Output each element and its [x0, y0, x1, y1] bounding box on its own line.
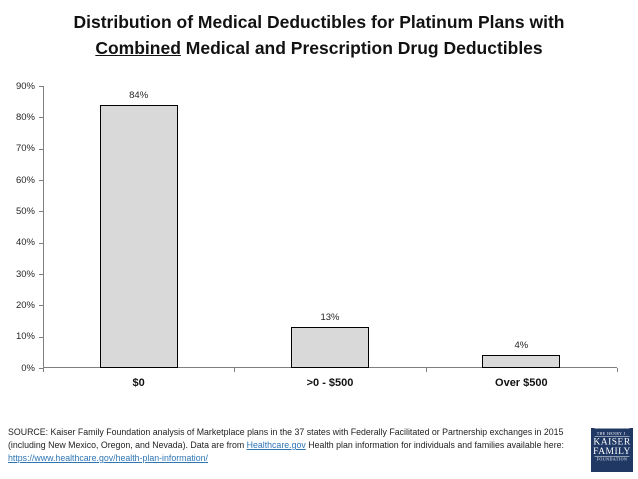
- x-axis-tick: [425, 368, 427, 372]
- plot-area: 0% 10% 20% 30% 40% 50% 60% 70% 80% 90% 84% $0 13% >0 …: [16, 81, 618, 389]
- y-axis-tick-label: 40%: [15, 237, 35, 249]
- y-axis-tick: [39, 148, 43, 150]
- health-plan-information-link[interactable]: https://www.healthcare.gov/health-plan-i…: [8, 453, 208, 463]
- logo-rule-bottom: [594, 456, 630, 457]
- x-category-label: Over $500: [495, 377, 548, 389]
- kff-logo: THE HENRY J. KAISER FAMILY FOUNDATION: [591, 428, 633, 472]
- logo-rule-top: [594, 428, 630, 429]
- logo-line-foundation: FOUNDATION: [596, 457, 628, 462]
- x-axis-tick: [234, 368, 236, 372]
- logo-line-family: FAMILY: [593, 446, 631, 457]
- y-axis-tick: [39, 86, 43, 87]
- bar: [99, 104, 178, 368]
- y-axis-tick: [39, 368, 43, 369]
- chart-title-underlined-word: Combined: [95, 38, 181, 58]
- chart-title: Distribution of Medical Deductibles for …: [0, 9, 638, 61]
- x-category-label: >0 - $500: [306, 377, 354, 389]
- y-axis-tick-label: 70%: [15, 143, 35, 155]
- source-line-2-text: (including New Mexico, Oregon, and Nevad…: [8, 440, 247, 450]
- x-axis-tick: [43, 368, 44, 372]
- bar-value-label: 4%: [514, 340, 529, 352]
- y-axis-tick: [39, 117, 43, 119]
- y-axis-tick-label: 80%: [15, 111, 35, 123]
- y-axis-tick-label: 30%: [15, 268, 35, 280]
- source-line-1: SOURCE: Kaiser Family Foundation analysi…: [8, 427, 564, 437]
- y-axis-tick: [39, 336, 43, 338]
- source-note: SOURCE: Kaiser Family Foundation analysi…: [8, 426, 586, 465]
- y-axis-tick: [39, 305, 43, 307]
- y-axis-tick-label: 60%: [15, 174, 35, 186]
- bar: [291, 327, 369, 368]
- logo-rule-mid: [594, 436, 630, 437]
- source-line-2-text-end: Health plan information for individuals …: [305, 440, 564, 450]
- chart-title-line2-rest: Medical and Prescription Drug Deductible…: [180, 38, 543, 58]
- y-axis-tick: [39, 180, 43, 181]
- y-axis-tick-label: 20%: [15, 299, 35, 311]
- x-category-label: $0: [132, 377, 145, 389]
- y-axis-tick-label: 10%: [15, 331, 35, 343]
- bar-value-label: 84%: [129, 89, 149, 101]
- chart-title-line1: Distribution of Medical Deductibles for …: [73, 12, 565, 32]
- healthcare-gov-link[interactable]: Healthcare.gov: [246, 440, 306, 450]
- y-axis-tick-label: 50%: [15, 205, 35, 217]
- logo-line-henry-j: THE HENRY J.: [596, 431, 628, 437]
- y-axis-tick: [39, 211, 43, 213]
- kff-logo-inner: THE HENRY J. KAISER FAMILY FOUNDATION: [591, 428, 633, 472]
- y-axis-tick: [39, 242, 43, 244]
- y-axis-tick-label: 90%: [15, 80, 35, 92]
- y-axis-line: [43, 86, 44, 368]
- source-line-2: (including New Mexico, Oregon, and Nevad…: [8, 439, 586, 452]
- source-line-3: https://www.healthcare.gov/health-plan-i…: [8, 452, 586, 465]
- bar: [482, 355, 561, 368]
- bar-value-label: 13%: [320, 312, 340, 324]
- logo-line-kaiser: KAISER: [593, 436, 631, 447]
- y-axis-tick-label: 0%: [21, 362, 35, 374]
- chart-title-line2: Combined Medical and Prescription Drug D…: [0, 35, 638, 61]
- y-axis-tick: [39, 274, 43, 275]
- x-axis-tick: [617, 368, 618, 372]
